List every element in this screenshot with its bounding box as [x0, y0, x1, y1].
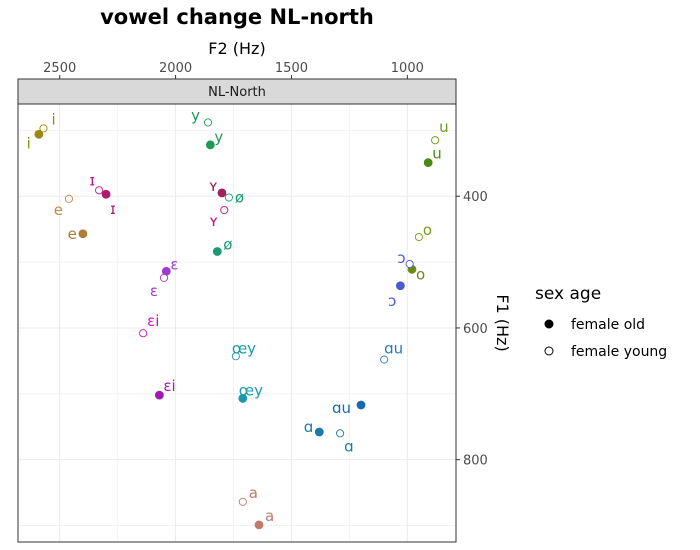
facet-strip-label: NL-North [208, 85, 266, 100]
point-label: ɪ [110, 200, 116, 218]
point-label: ɛi [163, 377, 175, 395]
data-point-old [238, 394, 248, 403]
point-label: e [68, 225, 77, 243]
x-tick-label: 1000 [391, 61, 424, 76]
point-label: ɛ [170, 255, 178, 273]
data-point-young [336, 429, 345, 438]
data-point-old [217, 188, 227, 198]
legend-label-female-old: female old [571, 317, 645, 333]
point-label: i [27, 134, 31, 152]
legend-label-female-young: female young [571, 344, 667, 360]
panel-border [17, 103, 457, 543]
point-label: ʏ [209, 212, 218, 230]
point-label: œy [232, 339, 256, 357]
chart-title: vowel change NL-north [100, 5, 374, 29]
point-label: ɑ [304, 418, 314, 436]
data-point-young [431, 136, 440, 145]
data-point-young [159, 273, 169, 282]
facet-strip: NL-North [17, 78, 457, 105]
y-tick-label: 600 [463, 322, 488, 337]
data-point-old [34, 129, 44, 139]
point-label: ɛi [147, 312, 159, 330]
facet-strip-background [17, 78, 457, 105]
data-point-old [395, 281, 405, 291]
y-tick-label: 800 [463, 454, 488, 469]
point-label: u [432, 145, 442, 163]
point-label: ø [235, 189, 244, 207]
point-label: ɔ [397, 249, 405, 267]
data-point-old [356, 400, 366, 410]
data-point-young [238, 497, 247, 506]
data-point-young [231, 352, 240, 361]
point-label: ɑ [344, 437, 354, 455]
y-axis-title: F1 (Hz) [493, 294, 512, 351]
point-label: a [249, 484, 258, 502]
data-point-young [139, 329, 148, 338]
point-label: ø [223, 236, 232, 254]
x-axis-title: F2 (Hz) [208, 39, 265, 58]
point-label: ʏ [209, 177, 218, 195]
point-label: y [214, 128, 223, 146]
legend-key-female-old [544, 319, 554, 329]
data-point-old [78, 229, 88, 239]
data-point-young [39, 124, 48, 133]
data-point-old [101, 189, 111, 199]
data-point-old [423, 158, 433, 168]
point-label: o [423, 221, 432, 239]
data-point-old [154, 390, 164, 400]
point-label: u [439, 118, 449, 136]
grid-lines [18, 104, 456, 542]
data-point-young [64, 194, 74, 203]
data-point-young [220, 205, 229, 215]
data-point-young [203, 118, 213, 127]
data-point-young [95, 186, 104, 195]
x-tick-label: 2000 [159, 61, 192, 76]
data-point-young [380, 355, 389, 364]
point-label: ɪ [90, 171, 96, 189]
point-label: a [265, 507, 274, 525]
data-point-old [314, 427, 324, 437]
point-label: e [54, 201, 63, 219]
data-points [34, 118, 440, 530]
point-label: o [416, 265, 425, 283]
x-tick-label: 1500 [275, 61, 308, 76]
point-label: y [191, 106, 200, 124]
legend-key-female-young [544, 346, 554, 356]
panel-background [18, 104, 456, 542]
legend-title: sex age [535, 284, 601, 304]
x-axis-ticks: 2500 2000 1500 1000 [43, 61, 424, 79]
y-axis-ticks: 400 600 800 [456, 190, 488, 469]
point-label: ɛ [150, 282, 158, 300]
point-label: œy [239, 381, 263, 399]
point-label: ɑu [332, 399, 351, 417]
data-point-old [254, 520, 264, 530]
y-tick-label: 400 [463, 190, 488, 205]
point-label: ɑu [384, 340, 403, 358]
point-label: i [51, 110, 55, 128]
data-point-young [414, 232, 423, 242]
data-point-old [205, 140, 215, 150]
data-point-young [405, 260, 414, 269]
point-label: ɔ [388, 292, 396, 310]
data-point-young [224, 193, 233, 202]
data-point-old [212, 247, 222, 256]
legend: sex age female old female young [535, 284, 667, 360]
x-tick-label: 2500 [43, 61, 76, 76]
